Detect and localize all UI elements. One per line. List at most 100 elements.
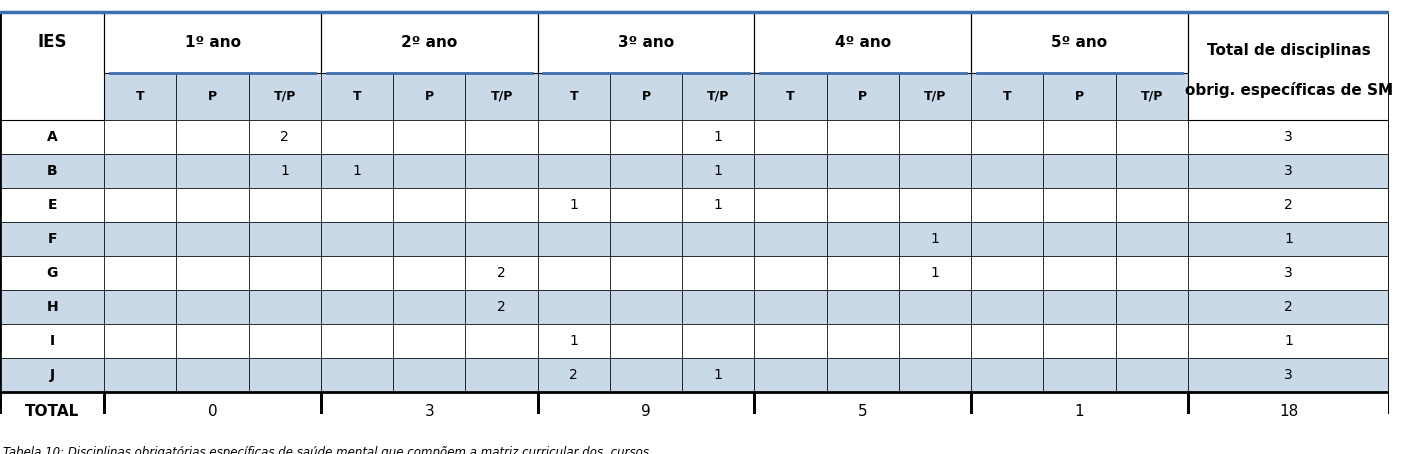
Bar bbox=[1188, 358, 1390, 392]
Bar bbox=[537, 392, 755, 431]
Bar bbox=[1188, 256, 1390, 290]
Bar bbox=[1188, 12, 1390, 120]
Bar bbox=[177, 120, 249, 154]
Bar bbox=[1044, 188, 1116, 222]
Bar bbox=[465, 154, 537, 188]
Text: T: T bbox=[1003, 90, 1011, 103]
Bar bbox=[321, 154, 393, 188]
Bar bbox=[1188, 120, 1390, 154]
Text: 1: 1 bbox=[714, 198, 723, 212]
Bar bbox=[0, 188, 105, 222]
Bar bbox=[755, 290, 827, 324]
Bar bbox=[393, 358, 465, 392]
Text: 2: 2 bbox=[1284, 300, 1292, 314]
Bar bbox=[393, 324, 465, 358]
Bar bbox=[321, 73, 393, 120]
Bar bbox=[971, 73, 1044, 120]
Bar bbox=[827, 256, 899, 290]
Bar bbox=[609, 358, 682, 392]
Bar bbox=[827, 154, 899, 188]
Bar bbox=[1188, 324, 1390, 358]
Bar bbox=[177, 324, 249, 358]
Bar bbox=[0, 154, 105, 188]
Text: 1: 1 bbox=[570, 334, 578, 348]
Bar bbox=[321, 188, 393, 222]
Bar bbox=[465, 154, 537, 188]
Bar bbox=[105, 256, 177, 290]
Bar bbox=[105, 324, 177, 358]
Bar bbox=[971, 73, 1044, 120]
Bar bbox=[177, 324, 249, 358]
Bar bbox=[827, 73, 899, 120]
Bar bbox=[0, 324, 105, 358]
Bar bbox=[177, 222, 249, 256]
Bar bbox=[1044, 358, 1116, 392]
Bar bbox=[755, 392, 971, 431]
Bar bbox=[537, 73, 609, 120]
Bar bbox=[249, 290, 321, 324]
Bar bbox=[249, 73, 321, 120]
Bar bbox=[249, 358, 321, 392]
Bar bbox=[177, 256, 249, 290]
Text: T/P: T/P bbox=[707, 90, 730, 103]
Bar bbox=[177, 188, 249, 222]
Bar bbox=[827, 256, 899, 290]
Bar bbox=[465, 188, 537, 222]
Bar bbox=[177, 73, 249, 120]
Bar bbox=[177, 256, 249, 290]
Bar bbox=[1116, 324, 1188, 358]
Bar bbox=[465, 222, 537, 256]
Bar bbox=[537, 222, 609, 256]
Bar bbox=[321, 392, 537, 431]
Bar bbox=[1044, 256, 1116, 290]
Text: 5: 5 bbox=[858, 404, 868, 419]
Bar bbox=[105, 392, 321, 431]
Bar bbox=[393, 290, 465, 324]
Bar bbox=[0, 12, 105, 120]
Bar bbox=[755, 120, 827, 154]
Bar bbox=[0, 392, 105, 431]
Bar bbox=[827, 358, 899, 392]
Bar bbox=[609, 73, 682, 120]
Bar bbox=[827, 222, 899, 256]
Bar bbox=[105, 12, 321, 73]
Bar bbox=[971, 222, 1044, 256]
Bar bbox=[1116, 120, 1188, 154]
Bar bbox=[321, 290, 393, 324]
Bar bbox=[1116, 290, 1188, 324]
Bar bbox=[249, 324, 321, 358]
Bar bbox=[177, 73, 249, 120]
Bar bbox=[827, 120, 899, 154]
Text: 2: 2 bbox=[498, 266, 506, 280]
Bar bbox=[105, 392, 321, 431]
Bar bbox=[393, 188, 465, 222]
Bar bbox=[321, 12, 537, 73]
Bar bbox=[899, 222, 971, 256]
Bar bbox=[682, 73, 755, 120]
Bar bbox=[393, 324, 465, 358]
Bar bbox=[899, 256, 971, 290]
Bar bbox=[755, 392, 971, 431]
Bar bbox=[682, 154, 755, 188]
Bar bbox=[0, 222, 105, 256]
Bar bbox=[755, 358, 827, 392]
Bar bbox=[1044, 324, 1116, 358]
Bar bbox=[899, 358, 971, 392]
Bar bbox=[609, 256, 682, 290]
Bar bbox=[393, 222, 465, 256]
Bar bbox=[177, 188, 249, 222]
Bar bbox=[1116, 222, 1188, 256]
Bar bbox=[321, 358, 393, 392]
Bar bbox=[321, 256, 393, 290]
Bar bbox=[537, 188, 609, 222]
Bar bbox=[537, 12, 755, 73]
Bar bbox=[899, 154, 971, 188]
Bar bbox=[0, 256, 105, 290]
Bar bbox=[971, 392, 1188, 431]
Bar bbox=[827, 358, 899, 392]
Bar bbox=[682, 324, 755, 358]
Bar bbox=[971, 392, 1188, 431]
Bar bbox=[1188, 358, 1390, 392]
Bar bbox=[321, 120, 393, 154]
Bar bbox=[465, 324, 537, 358]
